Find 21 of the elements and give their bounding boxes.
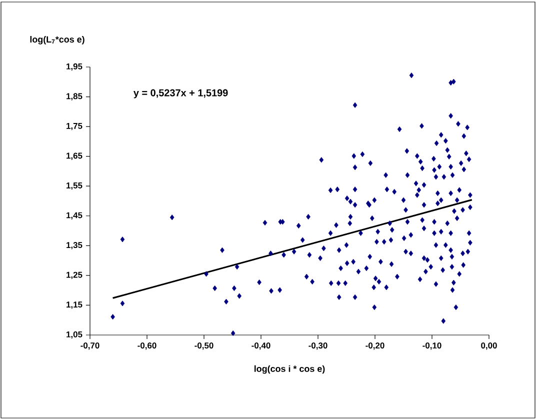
x-axis-title: log(cos i * cos e) — [254, 365, 325, 374]
x-tick-label: -0,10 — [422, 342, 442, 350]
y-tick-label: 1,55 — [66, 182, 82, 190]
x-tick-label: 0,00 — [481, 342, 497, 350]
x-tick-label: -0,40 — [252, 342, 270, 350]
annotation: y = 0,5237x + 1,5199 — [134, 89, 228, 98]
y-tick-label: 1,15 — [66, 302, 82, 309]
x-tick-label: -0,20 — [366, 342, 384, 350]
y-tick-label: 1,95 — [66, 63, 82, 71]
x-tick-label: -0,30 — [308, 342, 328, 350]
y-tick-label: 1,35 — [66, 242, 82, 250]
y-tick-label: 1,85 — [66, 93, 82, 100]
x-tick-label: -0,70 — [80, 342, 100, 350]
x-tick-label: -0,50 — [194, 342, 214, 350]
y-tick-label: 1,65 — [66, 152, 82, 160]
y-tick-label: 1,45 — [66, 212, 82, 220]
y-axis-title: log(L$_{7}$*cos e) — [30, 36, 84, 44]
x-tick-label: -0,60 — [138, 342, 156, 350]
y-tick-label: 1,25 — [66, 272, 82, 280]
y-tick-label: 1,75 — [66, 122, 82, 130]
y-tick-label: 1,05 — [66, 331, 82, 339]
